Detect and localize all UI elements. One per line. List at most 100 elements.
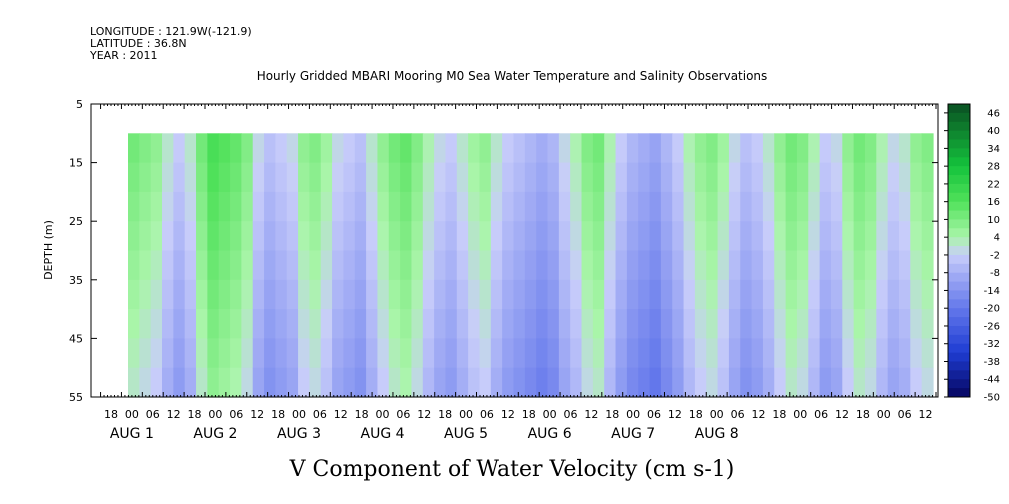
heatmap-cell	[672, 250, 685, 281]
x-tick-label: 00	[459, 408, 473, 421]
heatmap-cell	[366, 250, 379, 281]
heatmap-cell	[207, 279, 220, 310]
heatmap-cell	[354, 279, 367, 310]
day-label: AUG 8	[695, 426, 739, 442]
heatmap-cell	[252, 191, 265, 222]
heatmap-cell	[411, 367, 424, 398]
x-tick-label: 00	[543, 408, 557, 421]
heatmap-cell	[910, 133, 923, 164]
heatmap-cell	[717, 133, 730, 164]
heatmap-cell	[649, 221, 662, 252]
heatmap-cell	[660, 250, 673, 281]
heatmap-cell	[343, 279, 356, 310]
heatmap-cell	[490, 162, 503, 193]
heatmap-cell	[830, 133, 843, 164]
heatmap-cell	[536, 338, 549, 369]
heatmap-cell	[479, 221, 492, 252]
heatmap-cell	[887, 221, 900, 252]
heatmap-cell	[683, 221, 696, 252]
heatmap-cell	[184, 191, 197, 222]
heatmap-cell	[400, 279, 413, 310]
day-label: AUG 4	[361, 426, 405, 442]
heatmap-cell	[241, 367, 254, 398]
x-tick-label: 06	[814, 408, 828, 421]
heatmap	[128, 133, 934, 398]
heatmap-cell	[230, 367, 242, 398]
heatmap-cell	[502, 133, 515, 164]
heatmap-cell	[207, 338, 220, 369]
heatmap-cell	[706, 279, 719, 310]
heatmap-cell	[819, 279, 832, 310]
heatmap-cell	[717, 162, 730, 193]
heatmap-cell	[128, 309, 140, 339]
heatmap-cell	[513, 221, 526, 252]
day-label: AUG 1	[110, 426, 154, 442]
heatmap-cell	[853, 250, 866, 281]
heatmap-cell	[241, 338, 254, 369]
heatmap-cell	[910, 221, 923, 252]
heatmap-cell	[332, 250, 345, 281]
heatmap-cell	[298, 367, 311, 398]
heatmap-cell	[162, 338, 174, 369]
colorbar: 46 40 34 28 22 16 10 4 -2 -8 -14 -20 -26 -32 -38 -44 -50	[944, 103, 1000, 404]
heatmap-cell	[740, 309, 753, 339]
heatmap-cell	[558, 133, 571, 164]
heatmap-cell	[366, 191, 379, 222]
heatmap-cell	[819, 133, 832, 164]
x-tick-label: 12	[668, 408, 682, 421]
x-tick-label: 06	[229, 408, 243, 421]
heatmap-cell	[241, 250, 254, 281]
heatmap-cell	[422, 309, 435, 339]
heatmap-cell	[887, 133, 900, 164]
x-tick-label: 12	[417, 408, 431, 421]
x-tick-label: 00	[793, 408, 807, 421]
heatmap-cell	[570, 133, 583, 164]
heatmap-cell	[785, 367, 798, 398]
heatmap-cell	[558, 338, 571, 369]
heatmap-cell	[547, 133, 560, 164]
heatmap-cell	[456, 279, 469, 310]
heatmap-cell	[468, 367, 481, 398]
heatmap-cell	[830, 338, 843, 369]
heatmap-cell	[332, 367, 345, 398]
heatmap-cell	[230, 191, 242, 222]
heatmap-cell	[581, 162, 594, 193]
heatmap-cell	[207, 162, 220, 193]
heatmap-cell	[275, 367, 288, 398]
heatmap-cell	[400, 309, 413, 339]
heatmap-cell	[864, 309, 877, 339]
heatmap-cell	[400, 162, 413, 193]
colorbar-tick-label: 22	[987, 179, 1000, 190]
heatmap-cell	[422, 221, 435, 252]
heatmap-cell	[286, 133, 299, 164]
heatmap-cell	[422, 279, 435, 310]
heatmap-cell	[434, 133, 447, 164]
heatmap-cell	[672, 309, 685, 339]
heatmap-cell	[740, 279, 753, 310]
heatmap-cell	[819, 250, 832, 281]
x-tick-label: 18	[355, 408, 369, 421]
heatmap-cell	[638, 162, 651, 193]
heatmap-cell	[615, 221, 628, 252]
colorbar-segment	[948, 201, 970, 212]
heatmap-cell	[139, 221, 152, 252]
heatmap-cell	[343, 162, 356, 193]
heatmap-cell	[196, 338, 208, 369]
heatmap-cell	[298, 162, 311, 193]
heatmap-cell	[638, 250, 651, 281]
heatmap-cell	[422, 367, 435, 398]
heatmap-cell	[751, 250, 764, 281]
x-tick-label: 12	[751, 408, 765, 421]
heatmap-cell	[751, 221, 764, 252]
longitude-label: LONGITUDE : 121.9W(-121.9)	[90, 25, 252, 38]
heatmap-cell	[196, 133, 208, 164]
heatmap-cell	[853, 133, 866, 164]
colorbar-segment	[948, 246, 970, 256]
heatmap-cell	[649, 309, 662, 339]
y-tick-label: 55	[69, 391, 83, 404]
heatmap-cell	[683, 250, 696, 281]
heatmap-cell	[139, 338, 152, 369]
heatmap-cell	[366, 309, 379, 339]
heatmap-cell	[411, 221, 424, 252]
heatmap-cell	[320, 338, 333, 369]
